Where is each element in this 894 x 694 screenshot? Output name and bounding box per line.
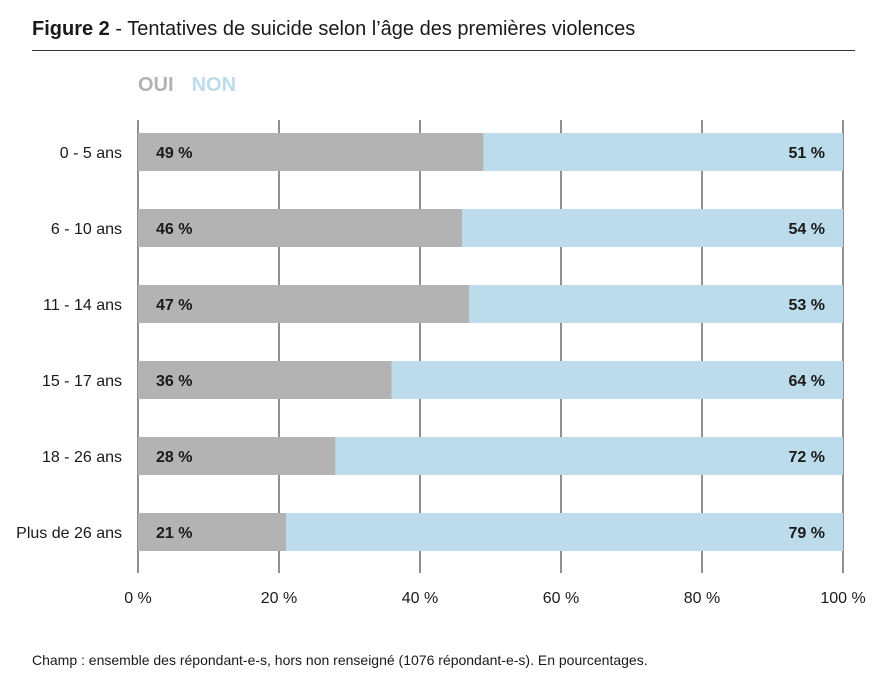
bar-non <box>286 513 843 551</box>
legend: OUI NON <box>138 74 254 97</box>
data-label-oui: 28 % <box>156 449 192 466</box>
data-label-oui: 46 % <box>156 221 192 238</box>
bar-non <box>335 437 843 475</box>
bar-oui <box>138 513 287 551</box>
data-label-non: 79 % <box>789 525 825 542</box>
source-note: Champ : ensemble des répondant-e-s, hors… <box>32 652 648 668</box>
chart-title: Figure 2 - Tentatives de suicide selon l… <box>32 18 635 41</box>
bar-non <box>391 361 843 399</box>
category-label: 6 - 10 ans <box>51 221 122 238</box>
bar-oui <box>138 437 336 475</box>
category-label: 15 - 17 ans <box>42 373 122 390</box>
x-tick-label: 40 % <box>402 590 438 607</box>
bar-oui <box>138 133 484 171</box>
category-label: 0 - 5 ans <box>60 145 122 162</box>
bar-non <box>462 209 843 247</box>
x-tick-label: 20 % <box>261 590 297 607</box>
figure-label: Figure 2 <box>32 18 110 40</box>
x-tick-label: 100 % <box>820 590 865 607</box>
legend-non: NON <box>191 74 237 96</box>
data-label-non: 64 % <box>789 373 825 390</box>
data-label-non: 51 % <box>789 145 825 162</box>
data-label-oui: 47 % <box>156 297 192 314</box>
bar-oui <box>138 209 463 247</box>
data-label-non: 72 % <box>789 449 825 466</box>
data-label-oui: 49 % <box>156 145 192 162</box>
category-label: 18 - 26 ans <box>42 449 122 466</box>
category-label: 11 - 14 ans <box>43 297 122 314</box>
bar-oui <box>138 361 392 399</box>
data-label-non: 53 % <box>789 297 825 314</box>
x-tick-label: 0 % <box>124 590 152 607</box>
data-label-non: 54 % <box>789 221 825 238</box>
legend-oui: OUI <box>138 74 174 96</box>
data-label-oui: 36 % <box>156 373 192 390</box>
x-tick-label: 80 % <box>684 590 720 607</box>
category-label: Plus de 26 ans <box>16 525 122 542</box>
figure-title: - Tentatives de suicide selon l’âge des … <box>109 18 636 40</box>
bar-non <box>483 133 843 171</box>
data-label-oui: 21 % <box>156 525 192 542</box>
bar-non <box>469 285 843 323</box>
bar-oui <box>138 285 470 323</box>
title-rule <box>32 50 855 51</box>
x-tick-label: 60 % <box>543 590 579 607</box>
